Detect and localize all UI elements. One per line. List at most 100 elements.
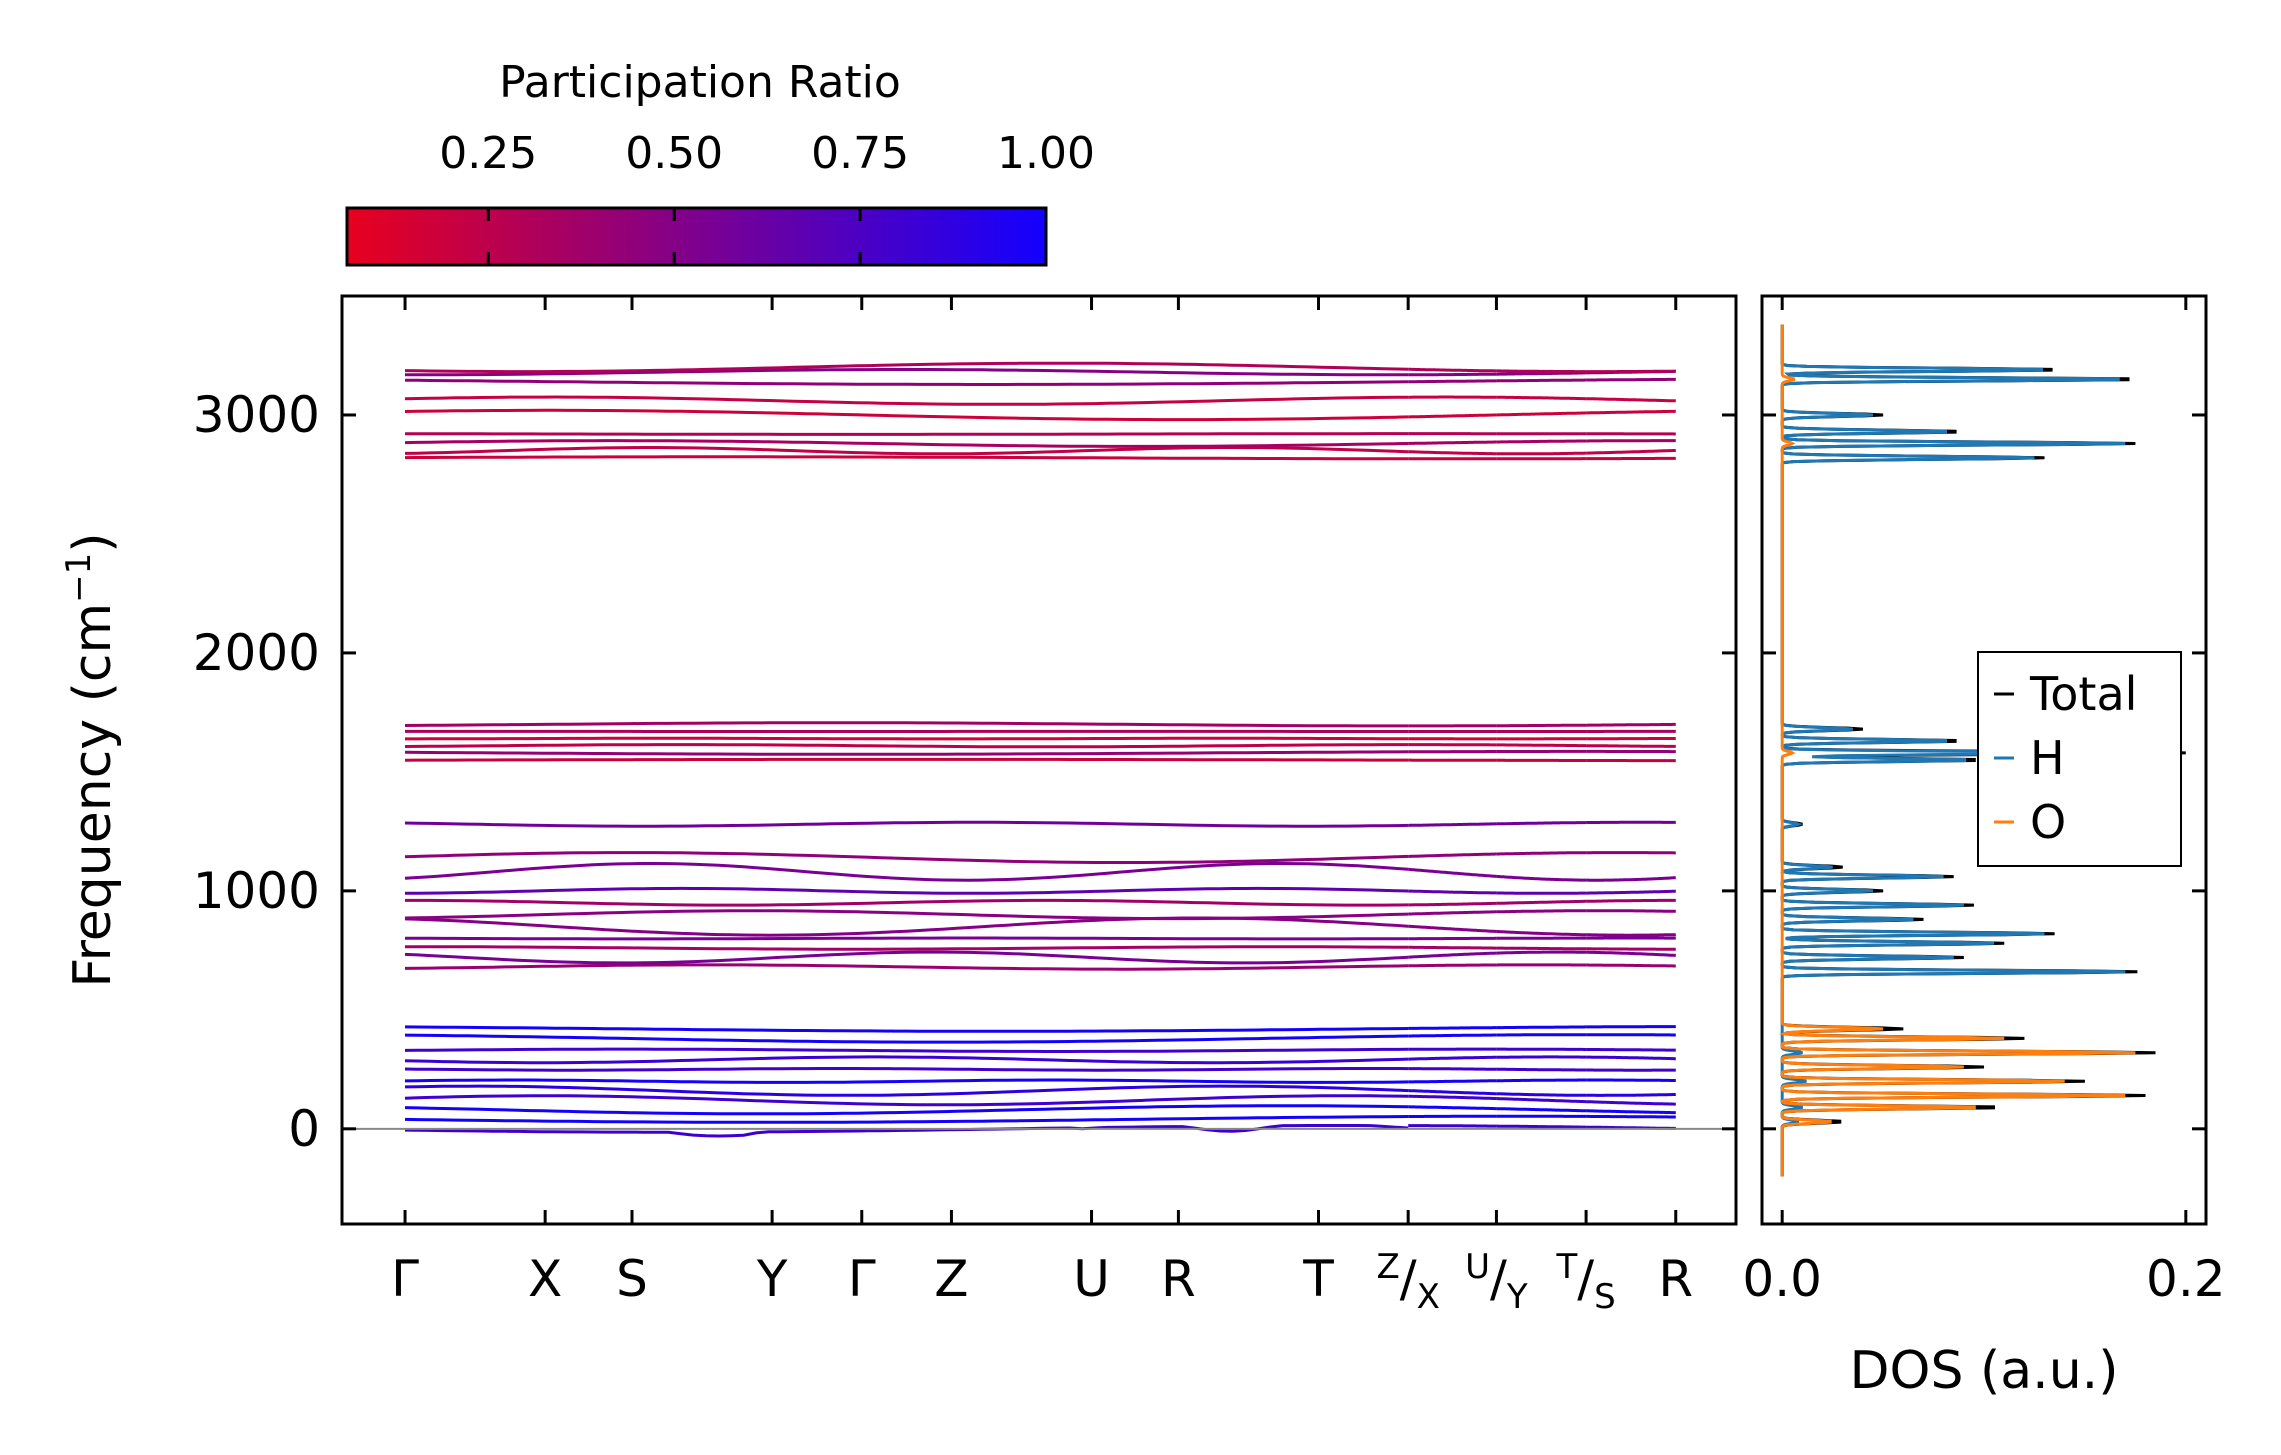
phonon-band — [1408, 367, 1497, 373]
phonon-band — [404, 1078, 1409, 1084]
kpoint-label: X — [528, 1250, 562, 1308]
phonon-band — [1496, 1092, 1587, 1097]
phonon-band — [1408, 901, 1497, 907]
phonon-band — [404, 886, 1409, 895]
phonon-band — [1496, 1097, 1587, 1104]
phonon-band — [404, 408, 1409, 422]
phonon-band — [404, 378, 1409, 386]
phonon-band — [1408, 1124, 1497, 1128]
colorbar-tick-label: 0.50 — [625, 128, 723, 179]
phonon-band — [1586, 409, 1676, 415]
phonon-band — [1496, 743, 1587, 748]
phonon-band — [404, 721, 1409, 728]
phonon-band — [404, 1033, 1409, 1044]
phonon-band — [1408, 963, 1497, 968]
phonon-band — [1586, 397, 1676, 403]
phonon-band — [404, 1047, 1409, 1053]
kpoint-label: U/Y — [1465, 1247, 1528, 1317]
phonon-band — [1586, 933, 1676, 937]
phonon-band — [1496, 371, 1587, 376]
phonon-band — [1496, 723, 1587, 728]
phonon-band — [1408, 889, 1497, 895]
phonon-band — [1408, 1079, 1497, 1084]
colorbar-tick-label: 0.25 — [439, 128, 537, 179]
phonon-band — [1496, 439, 1587, 444]
phonon-band — [1586, 1100, 1676, 1106]
frequency-axis-title: Frequency (cm−1) — [59, 532, 123, 987]
phonon-band — [1496, 950, 1587, 955]
phonon-band — [1408, 1055, 1497, 1061]
phonon-band — [1408, 1105, 1497, 1111]
phonon-band — [1408, 440, 1497, 445]
phonon-band — [404, 1094, 1409, 1107]
y-tick-label: 3000 — [193, 386, 320, 444]
phonon-band — [1586, 898, 1676, 903]
phonon-band — [1408, 379, 1497, 384]
phonon-band — [1408, 1067, 1497, 1071]
phonon-band — [1496, 930, 1587, 937]
phonon-band — [404, 446, 1409, 456]
phonon-band — [1496, 851, 1587, 856]
phonon-band — [404, 1115, 1409, 1124]
phonon-band — [1408, 910, 1497, 916]
dos-plot-frame — [1760, 294, 2208, 1226]
phonon-band — [404, 1025, 1409, 1033]
dos-x-tick-label: 0.2 — [2146, 1250, 2226, 1308]
phonon-band — [1496, 909, 1587, 914]
phonon-band — [404, 950, 1409, 965]
phonon-band — [1586, 1093, 1676, 1097]
phonon-band — [1496, 1107, 1587, 1113]
phonon-band — [1586, 377, 1676, 382]
phonon-band — [405, 736, 1409, 741]
phonon-band — [1408, 1089, 1497, 1096]
phonon-band — [1496, 899, 1587, 905]
colorbar: Participation Ratio 0.25 0.50 0.75 1.00 — [345, 57, 1095, 267]
phonon-band — [1585, 744, 1676, 748]
phonon-band — [404, 916, 1409, 937]
phonon-band — [404, 361, 1409, 374]
kpoint-label: Z/X — [1376, 1247, 1439, 1317]
phonon-band — [1586, 1109, 1676, 1115]
phonon-band — [404, 455, 1409, 461]
legend-label: H — [2030, 731, 2065, 785]
phonon-band — [1496, 451, 1587, 456]
phonon-band — [404, 936, 1409, 941]
legend-label: O — [2030, 795, 2066, 849]
kpoint-label: U — [1073, 1250, 1110, 1308]
kpoint-label: T/S — [1555, 1247, 1615, 1317]
phonon-band — [404, 439, 1409, 448]
kpoint-label: Γ — [391, 1250, 419, 1308]
phonon-band — [1586, 909, 1676, 913]
y-tick-label: 2000 — [193, 624, 320, 682]
phonon-band — [1586, 963, 1676, 968]
phonon-band — [1586, 369, 1676, 374]
phonon-band — [1408, 867, 1497, 878]
phonon-band — [1586, 950, 1676, 957]
phonon-band — [1408, 945, 1497, 950]
phonon-band — [404, 862, 1409, 882]
phonon-band — [1586, 448, 1676, 455]
phonon-band — [404, 820, 1409, 828]
phonon-band — [404, 909, 1409, 921]
frequency-axis-ticks: 0 1000 2000 3000 — [193, 386, 1736, 1158]
phonon-band — [1586, 1078, 1676, 1082]
phonon-band — [1496, 1067, 1587, 1072]
phonon-band — [1408, 413, 1497, 419]
phonon-band — [405, 898, 1409, 907]
phonon-band — [1408, 372, 1497, 377]
phonon-band — [1408, 924, 1497, 933]
phonon-band — [1496, 1078, 1587, 1083]
phonon-band — [1408, 1026, 1497, 1030]
phonon-band — [405, 945, 1409, 951]
phonon-band — [404, 1055, 1409, 1065]
phonon-band — [405, 432, 1409, 436]
dos-axis-ticks: 0.0 0.2 — [1742, 296, 2226, 1308]
colorbar-ticks: 0.25 0.50 0.75 1.00 — [439, 128, 1095, 265]
phonon-band — [1496, 1025, 1587, 1030]
dos-frequency-ticks — [1762, 413, 2206, 1131]
colorbar-tick-label: 0.75 — [811, 128, 909, 179]
phonon-band — [1496, 395, 1587, 401]
colorbar-tick-label: 1.00 — [997, 128, 1095, 179]
phonon-band — [404, 1084, 1409, 1097]
